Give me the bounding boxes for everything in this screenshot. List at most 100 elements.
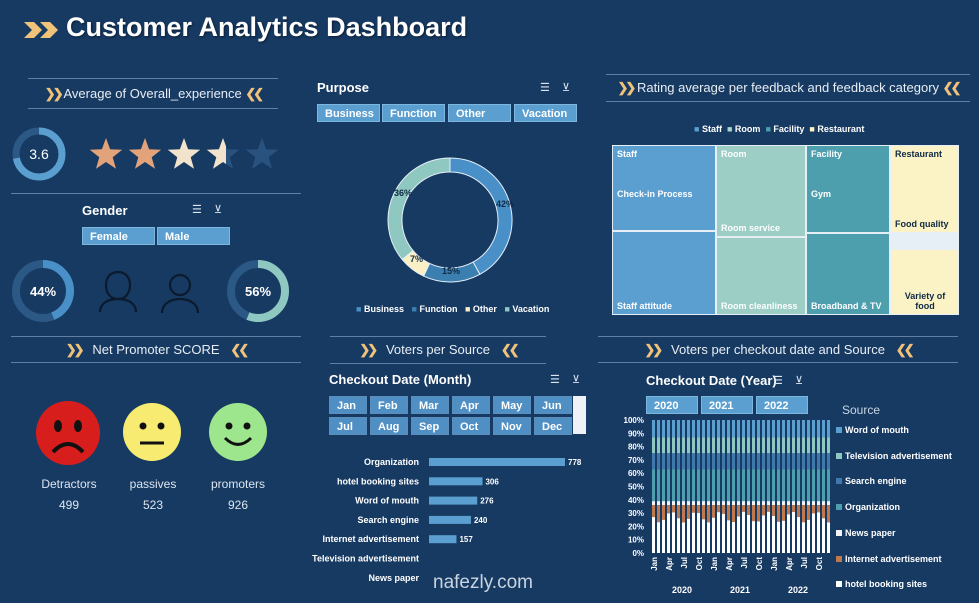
stacked-segment [792, 505, 795, 512]
male-percent: 56% [244, 284, 272, 299]
legend-label: News paper [845, 527, 896, 538]
x-month-label: Jul [800, 557, 809, 569]
legend-vacation: Vacation [512, 304, 550, 314]
slicer-scrollbar[interactable] [573, 396, 586, 434]
stacked-segment [697, 469, 700, 502]
month-button-apr[interactable]: Apr [452, 396, 490, 414]
multi-select-icon[interactable]: ☰ [192, 204, 202, 216]
stacked-segment [652, 469, 655, 502]
stacked-segment [652, 453, 655, 470]
year-button-2022[interactable]: 2022 [756, 396, 808, 414]
stacked-segment [677, 505, 680, 519]
stacked-segment [697, 501, 700, 506]
stacked-segment [757, 453, 760, 470]
stacked-segment [717, 420, 720, 438]
x-year-label: 2021 [730, 585, 750, 595]
purpose-button-function[interactable]: Function [382, 104, 445, 122]
stacked-segment [747, 453, 750, 470]
rating-title: Rating average per feedback and feedback… [636, 80, 940, 95]
stacked-segment [807, 505, 810, 520]
stacked-segment [762, 501, 765, 506]
stacked-segment [732, 420, 735, 438]
stacked-segment [737, 420, 740, 438]
y-tick-label: 80% [628, 443, 644, 452]
stacked-segment [742, 437, 745, 454]
purpose-button-business[interactable]: Business [317, 104, 380, 122]
y-tick-label: 100% [624, 416, 644, 425]
bar-category-label: hotel booking sites [337, 476, 419, 486]
stacked-segment [767, 511, 770, 553]
stacked-segment [767, 453, 770, 470]
donut-slice-vacation [387, 157, 451, 261]
stacked-segment [687, 453, 690, 470]
stacked-segment [752, 437, 755, 454]
gender-button-male[interactable]: Male [157, 227, 230, 245]
stacked-segment [752, 420, 755, 438]
legend-label: Word of mouth [845, 425, 909, 435]
stacked-segment [792, 453, 795, 470]
clear-filter-icon[interactable]: ⊻ [572, 374, 581, 386]
month-button-feb[interactable]: Feb [370, 396, 408, 414]
month-button-aug[interactable]: Aug [370, 417, 408, 435]
stacked-segment [707, 501, 710, 506]
purpose-label-business: 42% [496, 199, 515, 209]
stacked-segment [707, 420, 710, 438]
purpose-button-other[interactable]: Other [448, 104, 511, 122]
star-icon [167, 138, 201, 169]
stacked-segment [737, 453, 740, 470]
legend-staff: Staff [701, 124, 722, 134]
stacked-segment [692, 512, 695, 553]
voters-checkout-header: ❯❯ Voters per checkout date and Source ❮… [598, 342, 958, 358]
stacked-segment [702, 420, 705, 438]
stacked-segment [792, 420, 795, 438]
bar-category-label: Organization [364, 457, 419, 467]
stacked-segment [727, 469, 730, 502]
purpose-button-vacation[interactable]: Vacation [514, 104, 577, 122]
month-button-mar[interactable]: Mar [411, 396, 449, 414]
month-button-oct[interactable]: Oct [452, 417, 490, 435]
gender-button-female[interactable]: Female [82, 227, 155, 245]
multi-select-icon[interactable]: ☰ [773, 375, 783, 387]
stacked-segment [652, 517, 655, 553]
stacked-segment [747, 469, 750, 502]
nps-value-passives: 523 [142, 498, 164, 512]
stacked-segment [797, 505, 800, 518]
month-button-sep[interactable]: Sep [411, 417, 449, 435]
clear-filter-icon[interactable]: ⊻ [795, 375, 804, 387]
stacked-segment [737, 437, 740, 454]
stacked-segment [767, 437, 770, 454]
stacked-segment [787, 437, 790, 454]
stacked-segment [742, 420, 745, 438]
month-button-jul[interactable]: Jul [329, 417, 367, 435]
stacked-segment [747, 420, 750, 438]
month-button-dec[interactable]: Dec [534, 417, 572, 435]
multi-select-icon[interactable]: ☰ [550, 374, 560, 386]
stacked-segment [772, 469, 775, 502]
legend-swatch [836, 452, 842, 459]
nps-label-promoters: promoters [210, 477, 266, 491]
legend-restaurant: Restaurant [817, 124, 865, 134]
stacked-segment [772, 515, 775, 553]
female-ring: 44% [10, 258, 76, 329]
month-button-nov[interactable]: Nov [493, 417, 531, 435]
clear-filter-icon[interactable]: ⊻ [214, 204, 223, 216]
month-button-jun[interactable]: Jun [534, 396, 572, 414]
stacked-segment [657, 420, 660, 438]
source-legend-title: Source [842, 403, 881, 417]
female-icon [96, 268, 140, 319]
year-button-2021[interactable]: 2021 [701, 396, 753, 414]
month-button-jan[interactable]: Jan [329, 396, 367, 414]
stacked-segment [722, 501, 725, 506]
chevron-icon [24, 22, 58, 38]
stacked-segment [757, 521, 760, 553]
stacked-segment [772, 437, 775, 454]
year-button-2020[interactable]: 2020 [646, 396, 698, 414]
clear-filter-icon[interactable]: ⊻ [562, 82, 571, 94]
x-month-label: Jul [740, 557, 749, 569]
avg-experience-header: ❯❯ Average of Overall_experience ❮❮ [28, 86, 278, 102]
month-button-may[interactable]: May [493, 396, 531, 414]
stacked-segment [802, 501, 805, 506]
stacked-segment [687, 505, 690, 519]
stacked-segment [827, 505, 830, 523]
multi-select-icon[interactable]: ☰ [540, 82, 550, 94]
